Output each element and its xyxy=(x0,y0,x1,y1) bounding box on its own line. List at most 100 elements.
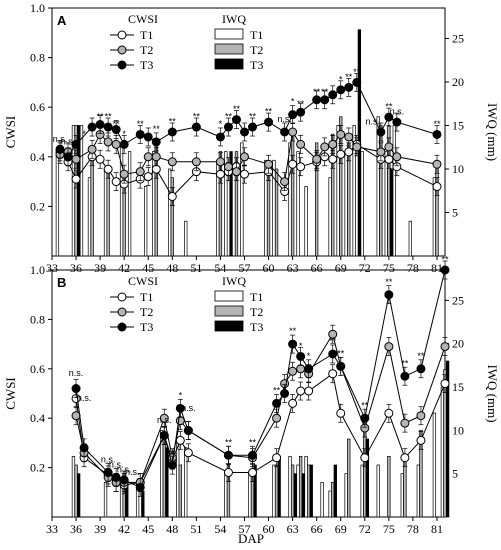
iwq-bar-t3 xyxy=(389,168,394,257)
iwq-bar-t1 xyxy=(87,177,92,257)
iwq-bar-t1 xyxy=(224,473,228,518)
significance-label: ** xyxy=(249,112,257,122)
cwsi-point-t3 xyxy=(296,351,306,361)
legend-label-cwsi: T1 xyxy=(140,290,153,304)
cwsi-point-t2 xyxy=(328,329,338,339)
significance-label: ** xyxy=(313,87,321,97)
iwq-bar-t1 xyxy=(296,464,300,518)
iwq-bar-t3 xyxy=(293,473,297,518)
cwsi-point-t2 xyxy=(400,418,410,428)
significance-label: n.s. xyxy=(366,117,381,127)
significance-label: n.s. xyxy=(69,368,84,378)
cwsi-point-t3 xyxy=(272,398,282,408)
significance-label: * xyxy=(82,129,86,139)
significance-label: ** xyxy=(385,102,393,112)
legend-swatch-t1 xyxy=(214,290,244,302)
cwsi-point-t3 xyxy=(384,290,394,300)
significance-label: ** xyxy=(273,386,281,396)
y2-tick-label: 20 xyxy=(452,337,464,351)
cwsi-point-t3 xyxy=(336,85,346,95)
iwq-bar-t1 xyxy=(360,464,364,518)
cwsi-point-t3 xyxy=(191,122,201,132)
legend-label-cwsi: T2 xyxy=(140,43,153,57)
cwsi-point-t1 xyxy=(296,386,306,396)
significance-label: ** xyxy=(105,112,113,122)
cwsi-point-t3 xyxy=(103,122,113,132)
cwsi-point-t3 xyxy=(95,120,105,130)
significance-label: ** xyxy=(353,67,361,77)
x-tick-label: 42 xyxy=(118,522,130,536)
significance-label: ** xyxy=(417,351,425,361)
cwsi-point-t3 xyxy=(111,125,121,135)
cwsi-point-t2 xyxy=(143,152,153,162)
cwsi-point-t2 xyxy=(87,144,97,154)
cwsi-point-t3 xyxy=(288,110,298,120)
cwsi-point-t2 xyxy=(288,127,298,137)
x-tick-label: 72 xyxy=(359,522,371,536)
iwq-bar-t3 xyxy=(77,473,81,518)
cwsi-point-t2 xyxy=(272,413,282,423)
x-tick-label: 78 xyxy=(407,261,419,275)
legend-label-cwsi: T3 xyxy=(140,58,153,72)
panel-b: 33 36 39 42 45 48 51 54 57 60 63 66 69 72 75 78 81 0.2 0.4… xyxy=(3,255,500,536)
significance-label: ** xyxy=(337,348,345,358)
cwsi-point-t1 xyxy=(360,453,370,463)
cwsi-point-t3 xyxy=(392,117,402,127)
legend-marker-t1 xyxy=(117,30,127,40)
x-tick-label: 66 xyxy=(311,522,323,536)
iwq-bar-t1 xyxy=(328,490,332,518)
x-tick-label: 48 xyxy=(166,261,178,275)
iwq-bar-t2 xyxy=(435,159,439,257)
iwq-bar-t1 xyxy=(55,151,60,257)
significance-label: * xyxy=(307,351,311,361)
cwsi-point-t1 xyxy=(239,169,249,179)
x-tick-label: 75 xyxy=(383,261,395,275)
y-axis-label: CWSI xyxy=(3,377,18,410)
y2-tick-label: 20 xyxy=(452,75,464,89)
x-tick-label: 36 xyxy=(70,522,82,536)
x-tick-label: 66 xyxy=(311,261,323,275)
significance-label: ** xyxy=(249,437,257,447)
y-tick-label: 1.0 xyxy=(30,263,45,277)
legend-marker-t1 xyxy=(117,292,127,302)
cwsi-point-t3 xyxy=(223,450,233,460)
cwsi-point-t2 xyxy=(111,139,121,149)
iwq-bar-t3 xyxy=(301,473,305,518)
cwsi-point-t2 xyxy=(288,366,298,376)
cwsi-point-t3 xyxy=(384,112,394,122)
cwsi-point-t2 xyxy=(312,154,322,164)
y2-tick-label: 15 xyxy=(452,380,464,394)
cwsi-point-t1 xyxy=(328,154,338,164)
iwq-bar-t2 xyxy=(90,159,94,257)
iwq-bar-t2 xyxy=(347,438,351,518)
cwsi-point-t1 xyxy=(432,182,442,192)
iwq-bar-t2 xyxy=(419,429,423,518)
iwq-bar-t1 xyxy=(127,151,132,257)
iwq-bar-t3 xyxy=(277,455,281,518)
cwsi-point-t1 xyxy=(400,453,410,463)
iwq-bar-t2 xyxy=(274,464,279,518)
x-tick-label: 63 xyxy=(287,522,299,536)
significance-label: ** xyxy=(225,437,233,447)
significance-label: n.s. xyxy=(61,136,76,146)
cwsi-point-t3 xyxy=(71,139,81,149)
iwq-bar-t3 xyxy=(77,125,81,257)
iwq-bar-t1 xyxy=(352,125,356,257)
cwsi-point-t3 xyxy=(320,95,330,105)
cwsi-point-t2 xyxy=(71,154,81,164)
significance-label: ** xyxy=(345,72,353,82)
iwq-bar-t1 xyxy=(376,116,380,257)
legend-marker-t2 xyxy=(117,307,127,317)
y-tick-label: 0.6 xyxy=(30,362,45,376)
cwsi-point-t2 xyxy=(432,159,442,169)
legend-swatch-t1 xyxy=(214,28,244,40)
significance-label: ** xyxy=(97,112,105,122)
significance-label: ** xyxy=(193,112,201,122)
iwq-bar-t2 xyxy=(178,464,182,518)
iwq-bar-t3 xyxy=(141,490,145,518)
cwsi-point-t3 xyxy=(103,468,113,478)
panel-label: A xyxy=(57,13,67,28)
cwsi-point-t1 xyxy=(440,379,450,389)
iwq-bar-t3 xyxy=(333,464,337,518)
x-tick-label: 54 xyxy=(214,522,226,536)
